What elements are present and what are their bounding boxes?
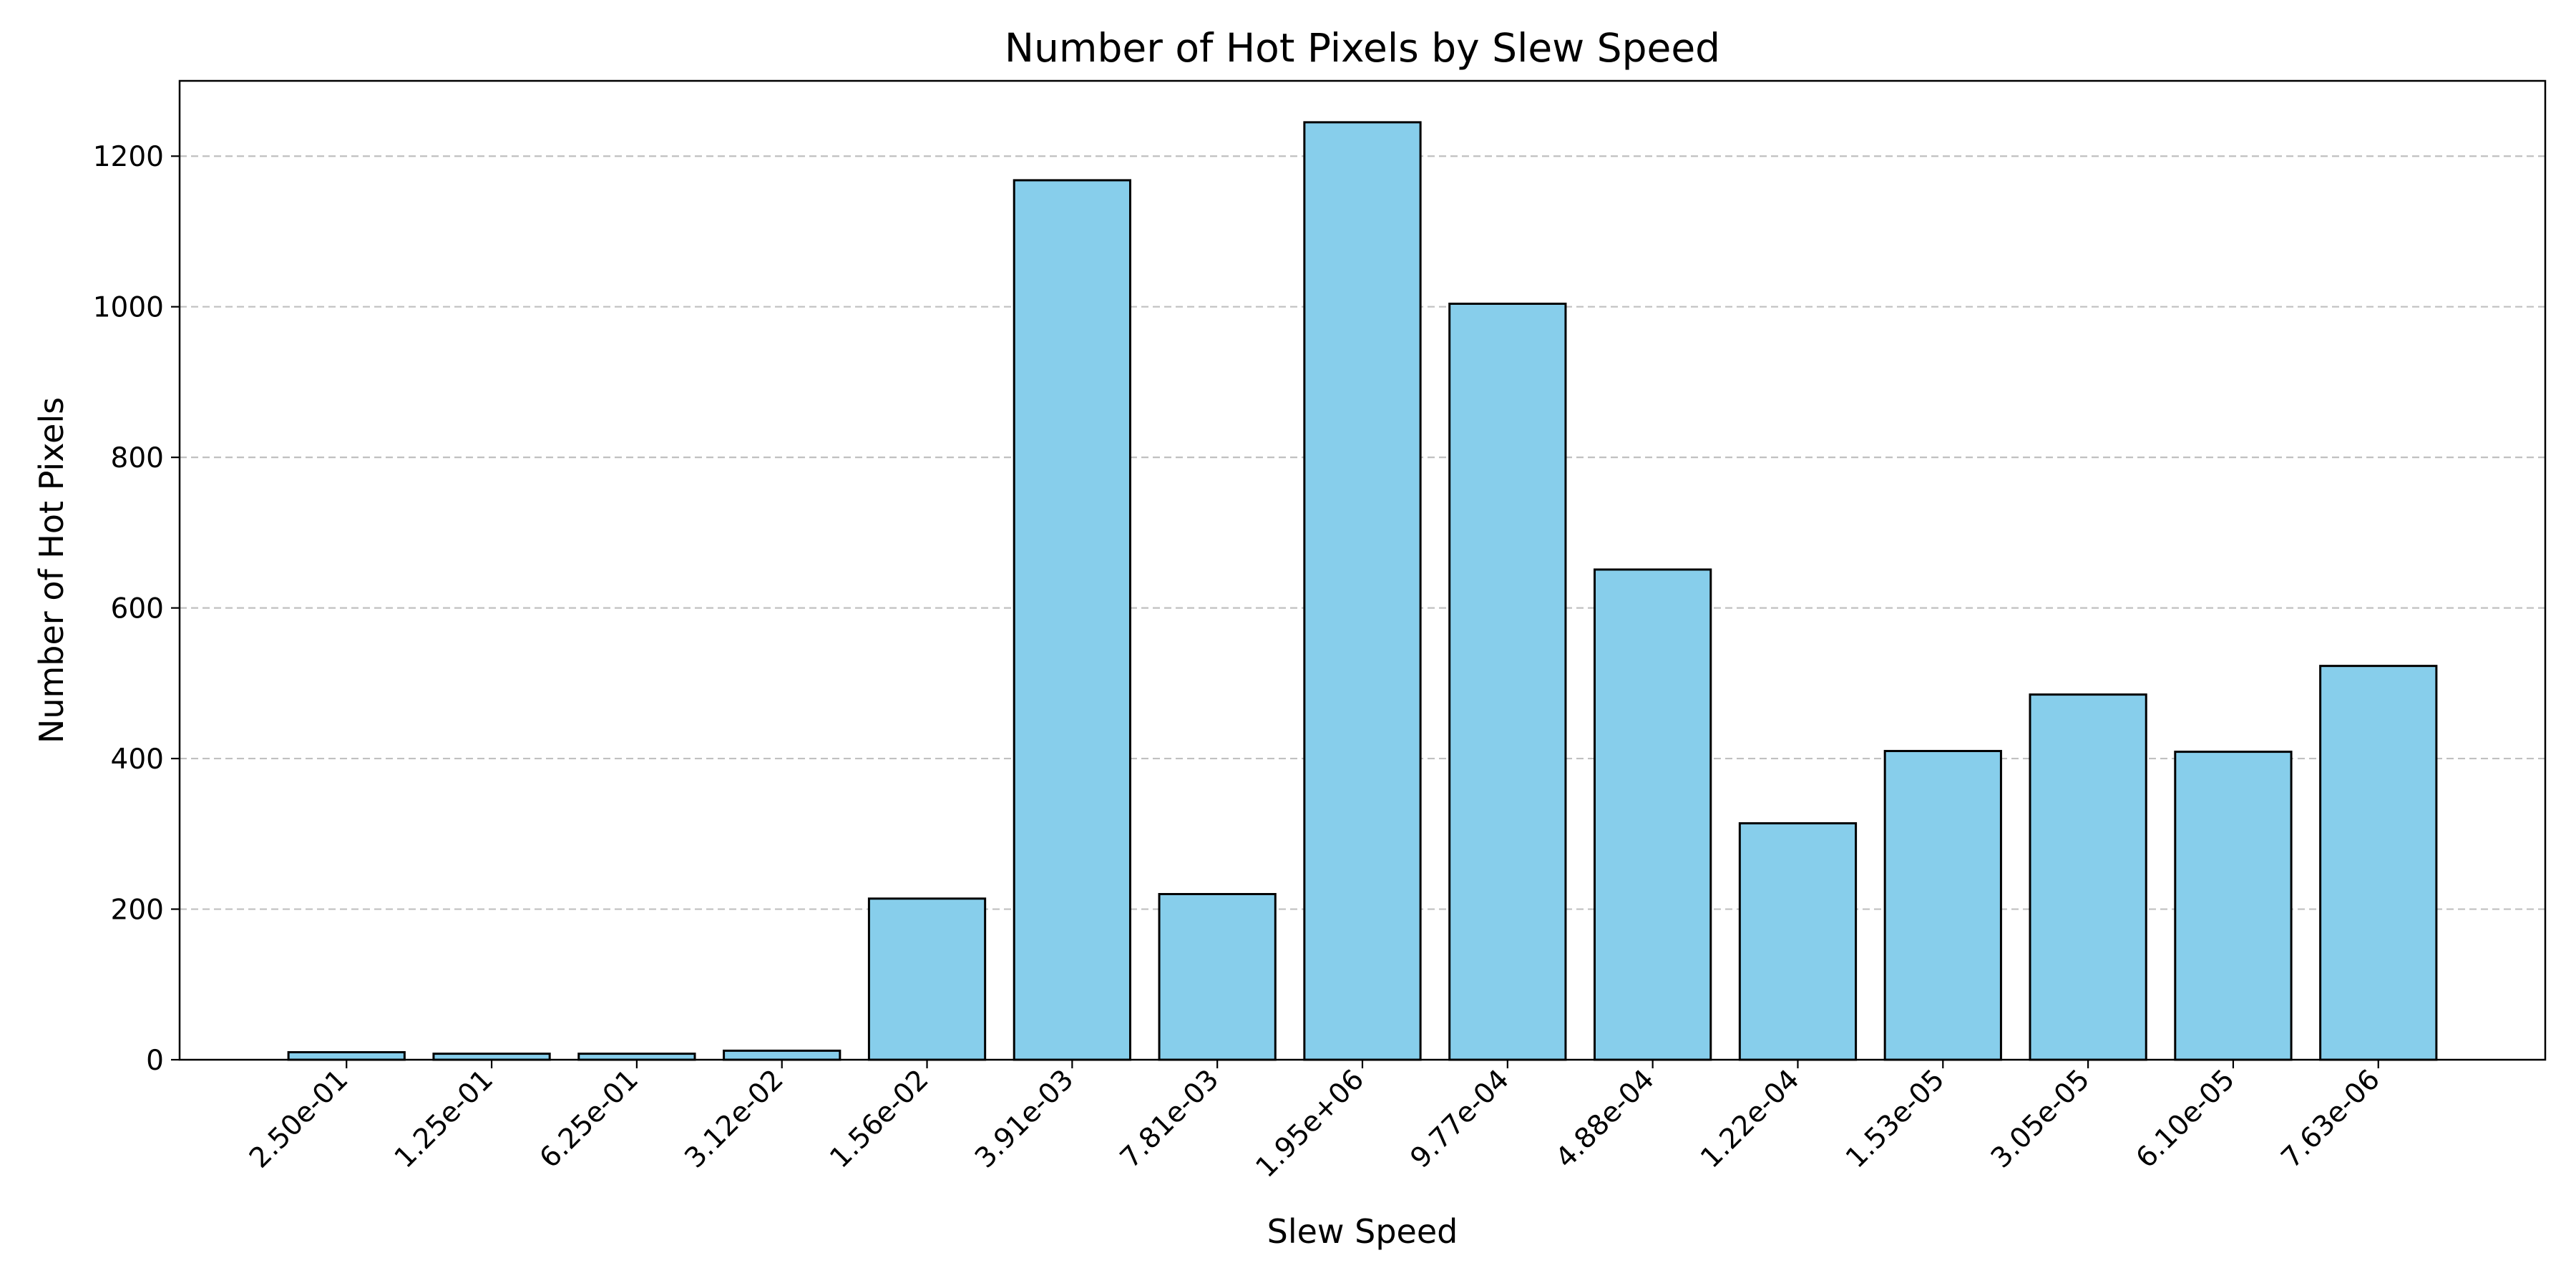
x-tick-label: 9.77e-04 <box>1405 1063 1516 1174</box>
x-tick-label: 3.05e-05 <box>1985 1063 2096 1174</box>
y-tick-label: 200 <box>111 894 164 927</box>
bar <box>432 1053 551 1061</box>
x-tick-label: 1.25e-01 <box>389 1063 499 1174</box>
bar <box>287 1050 406 1061</box>
bar <box>1303 121 1422 1061</box>
bar <box>2319 665 2438 1061</box>
y-tick-label: 400 <box>111 743 164 776</box>
x-tick-label: 2.50e-01 <box>243 1063 354 1174</box>
bar <box>723 1049 841 1061</box>
x-tick-label: 6.10e-05 <box>2130 1063 2241 1174</box>
x-tick-label: 3.12e-02 <box>679 1063 790 1174</box>
chart-title: Number of Hot Pixels by Slew Speed <box>1005 25 1720 71</box>
x-tick-label: 1.56e-02 <box>824 1063 935 1174</box>
x-tick-label: 3.91e-03 <box>969 1063 1080 1174</box>
y-tick-label: 1000 <box>93 292 164 324</box>
bar <box>2174 751 2293 1061</box>
x-tick-label: 1.53e-05 <box>1840 1063 1951 1174</box>
y-tick-label: 0 <box>146 1045 164 1077</box>
y-tick-label: 1200 <box>93 141 164 173</box>
x-axis-label: Slew Speed <box>1267 1212 1458 1251</box>
x-tick-label: 1.95e+06 <box>1250 1063 1370 1184</box>
bar <box>1013 179 1131 1061</box>
bar <box>867 897 987 1061</box>
bar <box>1883 750 2002 1061</box>
x-axis-ticks: 2.50e-01 1.25e-01 6.25e-01 3.12e-02 1.56e-02… <box>243 1060 2386 1184</box>
x-tick-label: 6.25e-01 <box>534 1063 645 1174</box>
y-tick-label: 800 <box>111 442 164 474</box>
x-tick-label: 7.81e-03 <box>1114 1063 1225 1174</box>
bar <box>1594 568 1712 1061</box>
x-tick-label: 7.63e-06 <box>2275 1063 2386 1174</box>
x-tick-label: 1.22e-04 <box>1694 1063 1805 1174</box>
y-tick-label: 600 <box>111 593 164 625</box>
bar <box>577 1053 696 1061</box>
x-tick-label: 4.88e-04 <box>1549 1063 1660 1174</box>
bar <box>1738 822 1858 1061</box>
y-axis-label: Number of Hot Pixels <box>32 397 71 743</box>
bar <box>1158 892 1277 1061</box>
bars <box>287 121 2438 1061</box>
bar <box>1448 302 1567 1061</box>
bar <box>2029 693 2147 1061</box>
y-axis-ticks: 0 200 400 600 800 1000 1200 <box>93 141 180 1077</box>
